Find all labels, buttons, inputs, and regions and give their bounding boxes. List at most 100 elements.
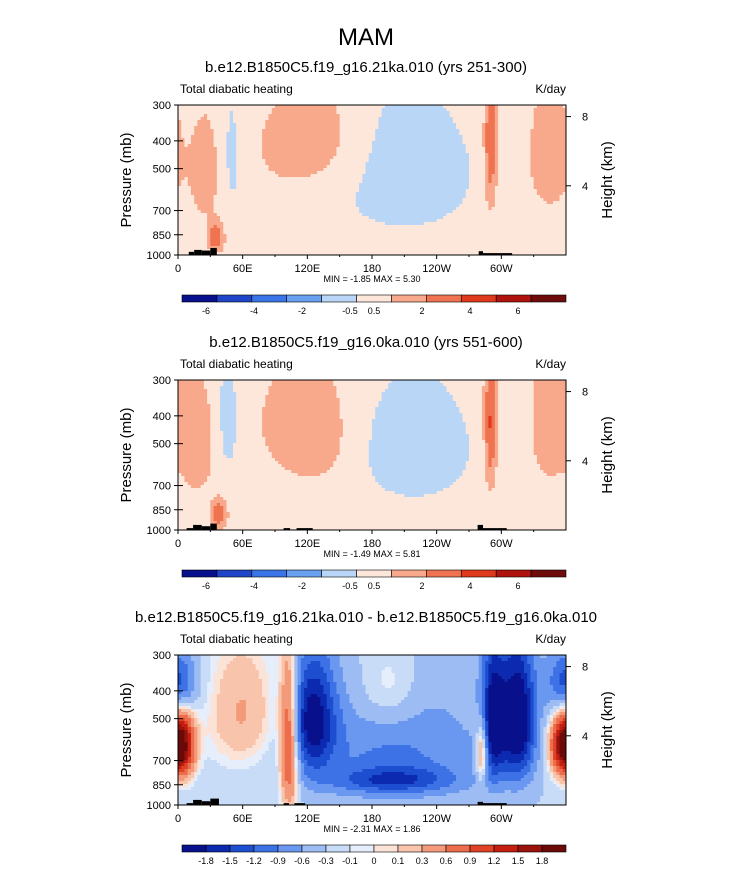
heatmap-cell: [190, 111, 195, 115]
heatmap-cell: [339, 195, 344, 199]
heatmap-cell: [304, 183, 308, 187]
heatmap-cell: [517, 198, 522, 202]
heatmap-cell: [452, 177, 457, 181]
heatmap-cell: [494, 222, 499, 226]
heatmap-cell: [475, 129, 480, 133]
heatmap-cell: [355, 180, 360, 184]
heatmap-cell: [339, 198, 344, 202]
heatmap-cell: [446, 126, 450, 130]
heatmap-cell: [423, 174, 428, 178]
heatmap-cell: [472, 156, 476, 160]
heatmap-cell: [229, 132, 234, 136]
heatmap-cell: [407, 156, 412, 160]
heatmap-cell: [275, 156, 279, 160]
heatmap-cell: [469, 213, 473, 217]
heatmap-cell: [346, 117, 350, 121]
heatmap-cell: [190, 138, 195, 142]
heatmap-cell: [304, 153, 308, 157]
heatmap-cell: [216, 177, 221, 181]
heatmap-cell: [284, 114, 289, 118]
heatmap-cell: [213, 207, 218, 211]
heatmap-cell: [362, 123, 366, 127]
heatmap-cell: [313, 144, 318, 148]
heatmap-cell: [287, 108, 292, 112]
heatmap-cell: [333, 171, 337, 175]
heatmap-cell: [452, 225, 457, 229]
heatmap-cell: [449, 195, 454, 199]
heatmap-cell: [523, 117, 528, 121]
heatmap-cell: [181, 156, 185, 160]
heatmap-cell: [449, 225, 454, 229]
heatmap-cell: [326, 207, 331, 211]
heatmap-cell: [426, 180, 431, 184]
heatmap-cell: [426, 123, 431, 127]
heatmap-cell: [297, 201, 302, 205]
heatmap-cell: [456, 180, 460, 184]
heatmap-cell: [481, 201, 486, 205]
heatmap-cell: [349, 207, 353, 211]
heatmap-cell: [514, 198, 518, 202]
heatmap-cell: [533, 207, 538, 211]
heatmap-cell: [375, 165, 379, 169]
heatmap-cell: [229, 210, 234, 214]
heatmap-cell: [511, 132, 515, 136]
heatmap-cell: [210, 213, 214, 217]
heatmap-cell: [527, 132, 531, 136]
heatmap-cell: [394, 219, 399, 223]
heatmap-cell: [336, 216, 341, 220]
heatmap-cell: [346, 120, 350, 124]
heatmap-cell: [326, 201, 331, 205]
heatmap-cell: [491, 192, 496, 196]
heatmap-cell: [310, 213, 315, 217]
heatmap-cell: [310, 174, 315, 178]
heatmap-cell: [514, 129, 518, 133]
heatmap-cell: [417, 195, 421, 199]
heatmap-cell: [249, 180, 253, 184]
heatmap-cell: [352, 117, 357, 121]
heatmap-cell: [291, 198, 295, 202]
heatmap-cell: [420, 129, 425, 133]
heatmap-cell: [242, 228, 247, 232]
heatmap-cell: [549, 123, 554, 127]
heatmap-cell: [488, 120, 493, 124]
heatmap-cell: [200, 111, 205, 115]
heatmap-cell: [375, 144, 379, 148]
heatmap-cell: [501, 147, 505, 151]
heatmap-cell: [249, 183, 253, 187]
heatmap-cell: [401, 114, 405, 118]
heatmap-cell: [223, 219, 227, 223]
heatmap-cell: [300, 216, 305, 220]
heatmap-cell: [317, 222, 321, 226]
heatmap-cell: [540, 153, 544, 157]
heatmap-cell: [220, 153, 224, 157]
heatmap-cell: [232, 180, 237, 184]
heatmap-cell: [546, 105, 551, 109]
heatmap-cell: [255, 228, 260, 232]
heatmap-cell: [268, 189, 273, 193]
heatmap-cell: [229, 126, 234, 130]
heatmap-cell: [553, 225, 557, 229]
heatmap-cell: [384, 150, 389, 154]
heatmap-cell: [514, 222, 518, 226]
heatmap-cell: [368, 195, 373, 199]
heatmap-cell: [536, 165, 541, 169]
heatmap-cell: [469, 189, 473, 193]
heatmap-cell: [194, 189, 198, 193]
heatmap-cell: [313, 153, 318, 157]
heatmap-cell: [439, 168, 444, 172]
heatmap-cell: [265, 120, 269, 124]
heatmap-cell: [527, 105, 531, 109]
heatmap-cell: [436, 225, 441, 229]
heatmap-cell: [491, 219, 496, 223]
heatmap-cell: [200, 132, 205, 136]
heatmap-cell: [433, 195, 438, 199]
heatmap-cell: [232, 228, 237, 232]
heatmap-cell: [203, 189, 208, 193]
heatmap-cell: [355, 108, 360, 112]
heatmap-cell: [245, 120, 250, 124]
heatmap-cell: [433, 117, 438, 121]
heatmap-cell: [339, 222, 344, 226]
heatmap-cell: [459, 225, 463, 229]
heatmap-cell: [511, 189, 515, 193]
heatmap-cell: [452, 186, 457, 190]
